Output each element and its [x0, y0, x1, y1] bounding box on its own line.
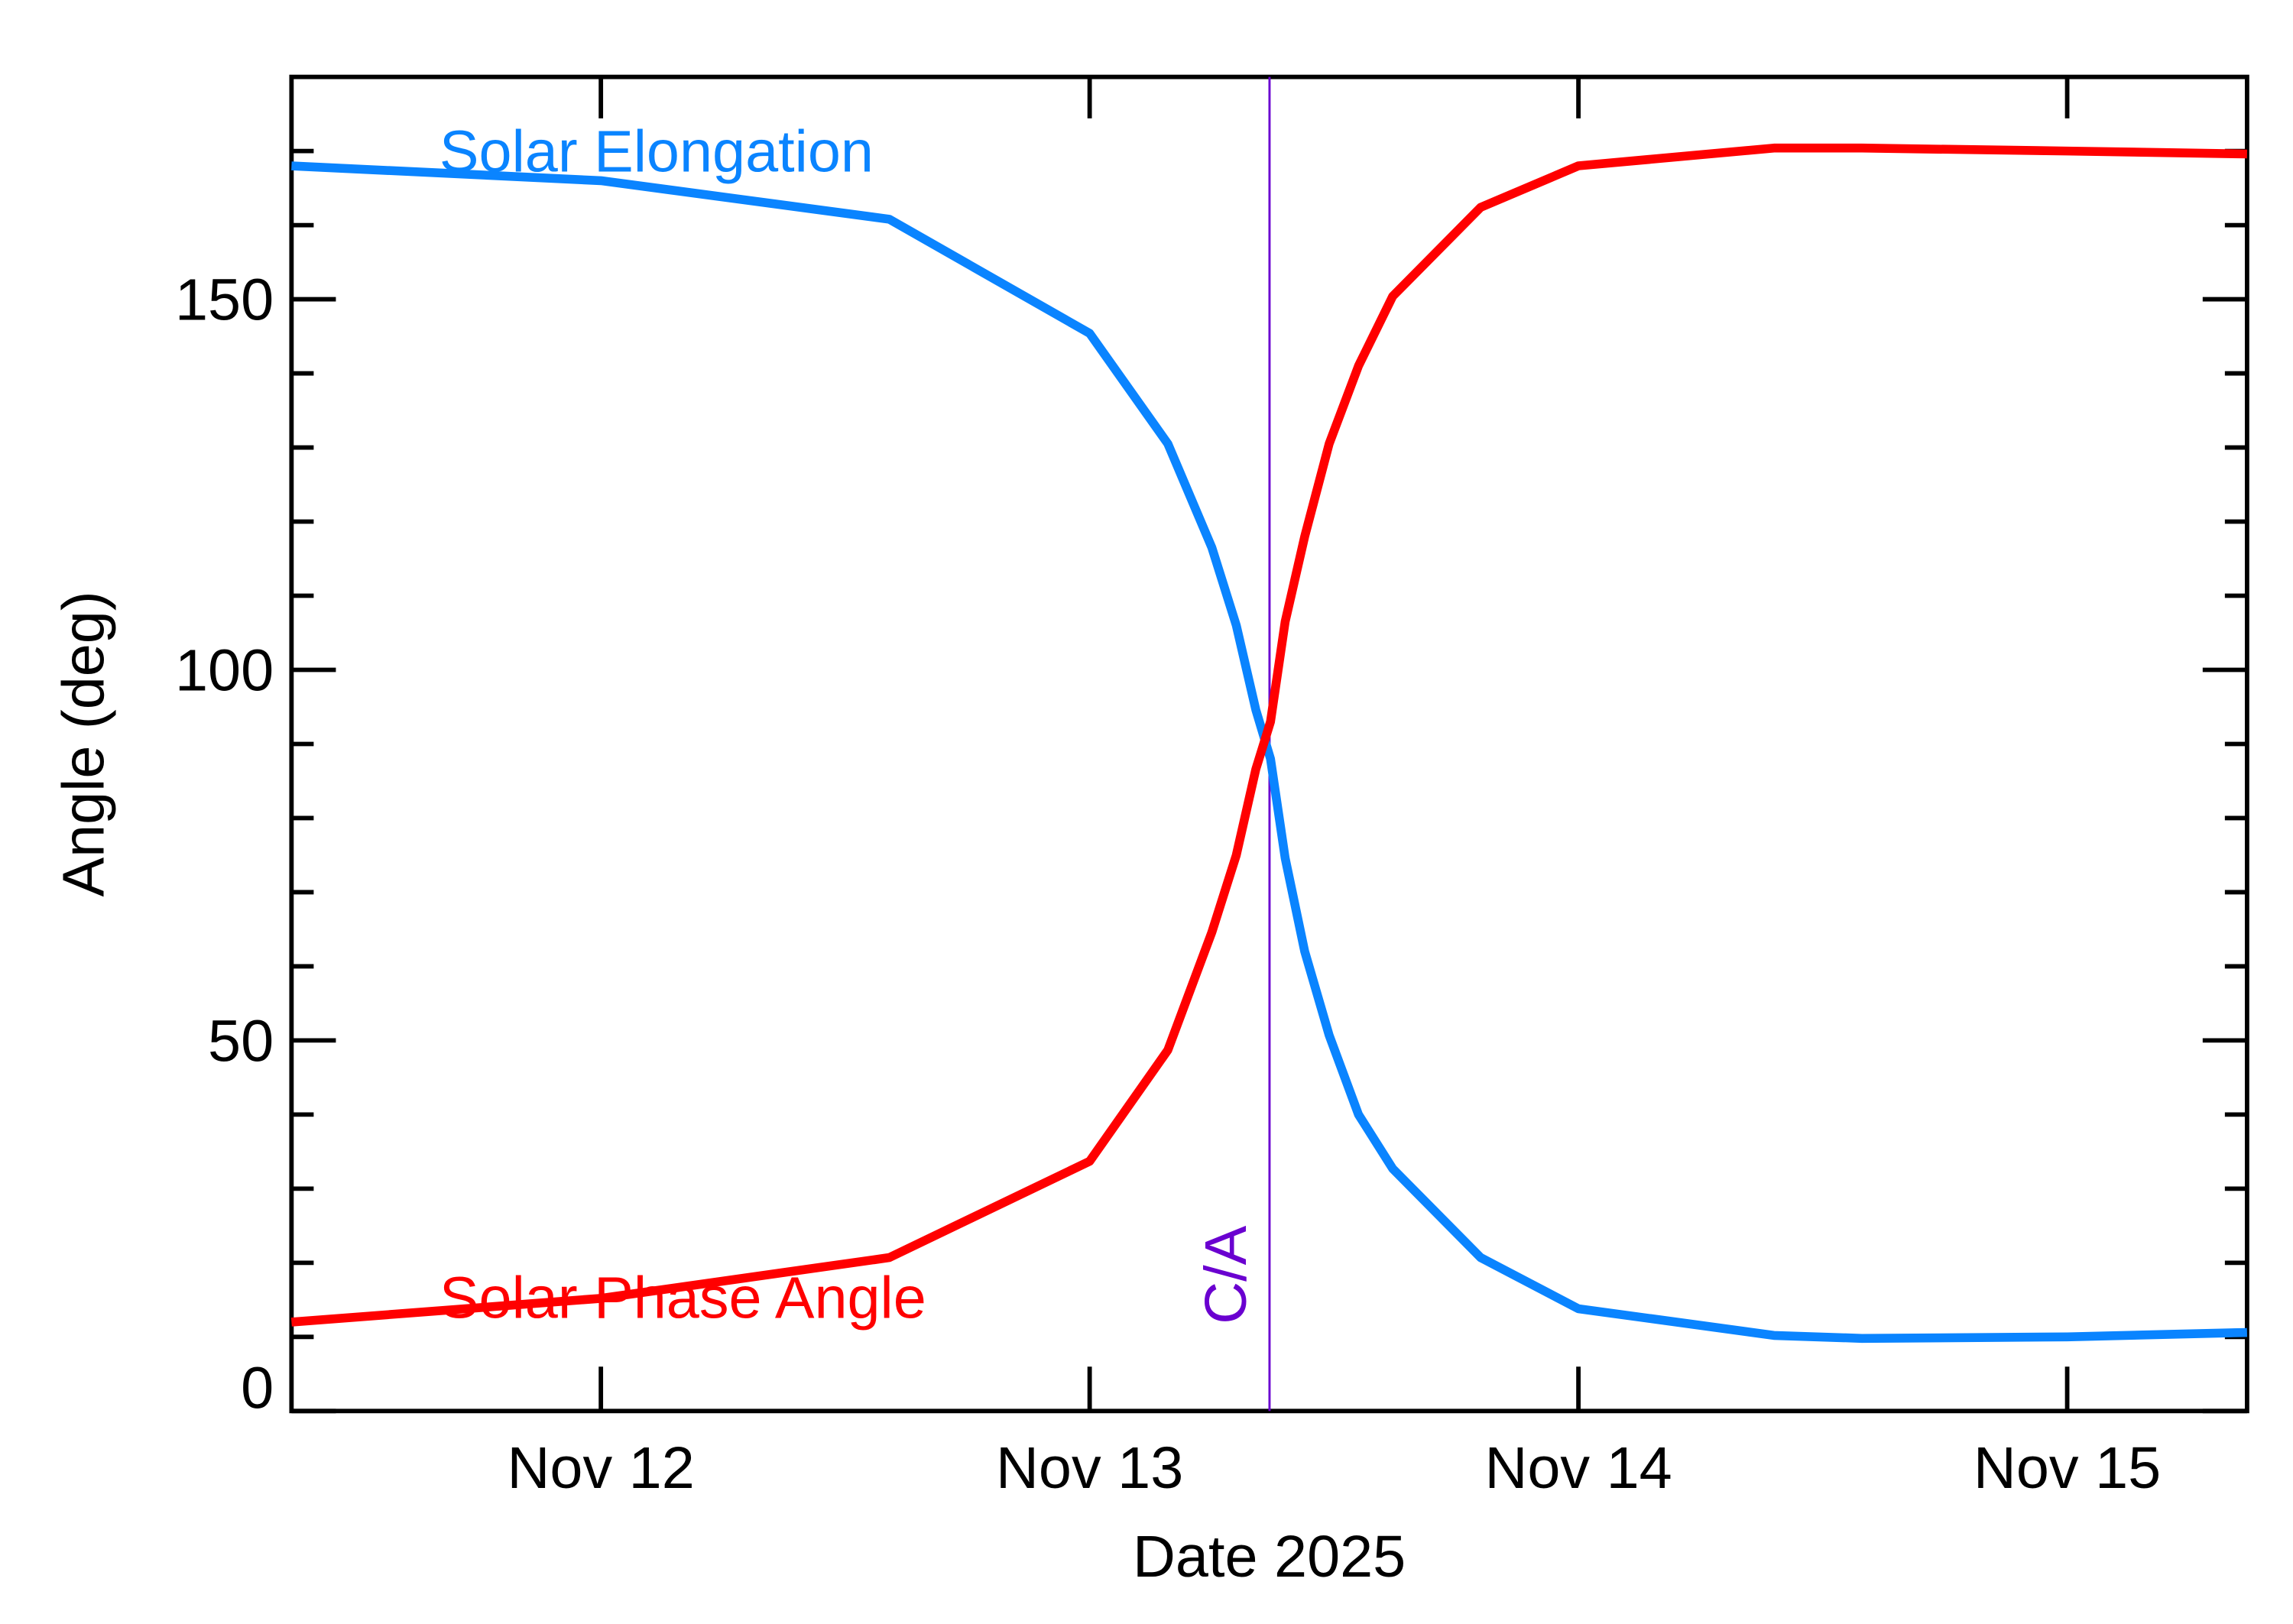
y-tick-label: 0: [241, 1355, 274, 1421]
x-tick-label: Nov 14: [1484, 1435, 1672, 1501]
x-axis-label: Date 2025: [1133, 1524, 1406, 1590]
x-tick-label: Nov 13: [996, 1435, 1183, 1501]
closest-approach-label: C/A: [1193, 1225, 1259, 1324]
x-tick-label: Nov 12: [508, 1435, 695, 1501]
series-label: Solar Elongation: [439, 118, 874, 184]
x-tick-label: Nov 15: [1974, 1435, 2161, 1501]
series-line: [290, 143, 2247, 1327]
series-line: [291, 161, 2248, 1344]
series-label: Solar Phase Angle: [439, 1265, 926, 1331]
y-tick-label: 100: [175, 638, 274, 704]
y-axis-label: Angle (deg): [51, 591, 117, 896]
y-tick-label: 50: [208, 1008, 274, 1074]
y-tick-label: 150: [175, 267, 274, 333]
